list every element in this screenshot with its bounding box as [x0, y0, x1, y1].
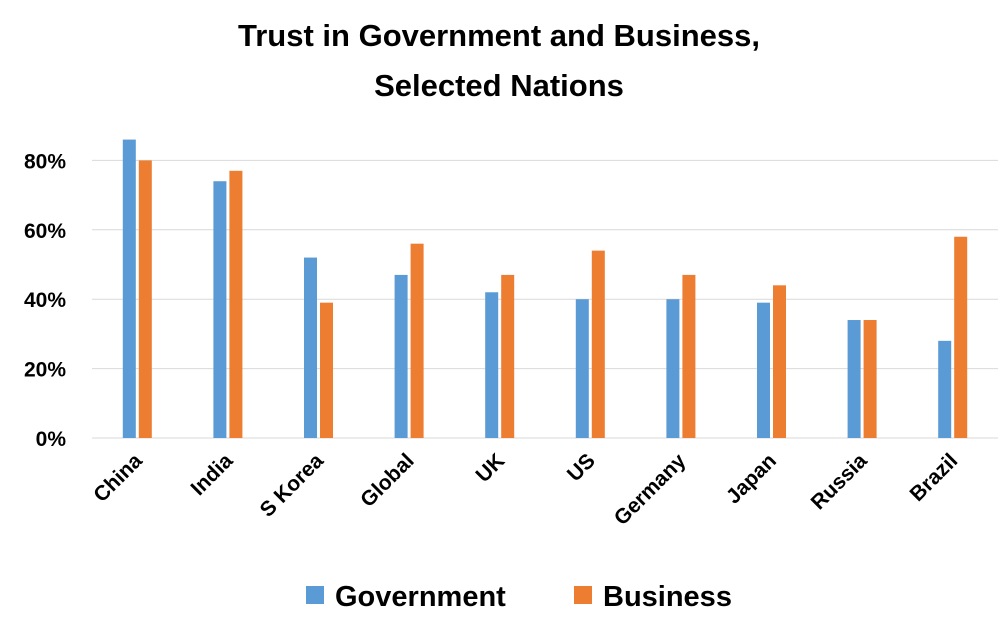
x-category-label: US [563, 449, 600, 486]
bar-business-germany [682, 274, 696, 438]
bar-government-s-korea [304, 257, 317, 438]
bar-government-brazil [938, 340, 952, 438]
y-tick-label: 20% [24, 359, 66, 382]
bar-business-global [410, 243, 424, 438]
gridlines [92, 159, 998, 439]
x-category-label: Japan [722, 449, 781, 508]
x-category-label: China [89, 449, 147, 507]
y-tick-label: 80% [24, 150, 66, 173]
bar-government-global [394, 274, 408, 438]
legend: Government Business [306, 581, 732, 613]
legend-label-business: Business [603, 581, 732, 613]
y-tick-label: 0% [36, 428, 67, 451]
x-category-label: Russia [807, 449, 872, 514]
y-tick-label: 40% [24, 289, 66, 312]
bar-business-china [138, 160, 152, 438]
bar-business-uk [501, 274, 515, 438]
x-category-label: India [187, 449, 238, 500]
bar-business-s-korea [320, 302, 333, 438]
bar-government-us [575, 299, 589, 438]
x-category-label: UK [472, 449, 510, 487]
bar-business-russia [863, 320, 877, 438]
x-axis-categories: China India S Korea Global UK US Germany Japan R… [89, 449, 962, 530]
bar-government-india [213, 181, 227, 438]
x-category-label: S Korea [256, 449, 329, 522]
bar-government-russia [847, 320, 861, 438]
bar-business-japan [773, 285, 786, 438]
y-tick-label: 60% [24, 220, 66, 243]
x-category-label: Global [356, 449, 418, 511]
x-category-label: Germany [610, 449, 691, 530]
bars [122, 139, 968, 438]
bar-government-uk [485, 292, 499, 438]
x-category-label: Brazil [906, 449, 963, 506]
bar-government-germany [666, 299, 680, 438]
bar-government-china [122, 139, 136, 438]
legend-swatch-government [306, 586, 324, 604]
bar-government-japan [757, 302, 770, 438]
bar-business-brazil [954, 236, 968, 438]
chart-subtitle: Selected Nations [374, 68, 624, 103]
y-axis-ticks: 0% 20% 40% 60% 80% [24, 150, 66, 451]
bar-business-us [591, 250, 605, 438]
legend-swatch-business [574, 586, 592, 604]
chart-title: Trust in Government and Business, [238, 18, 760, 53]
bar-business-india [229, 170, 243, 438]
legend-label-government: Government [335, 581, 506, 613]
